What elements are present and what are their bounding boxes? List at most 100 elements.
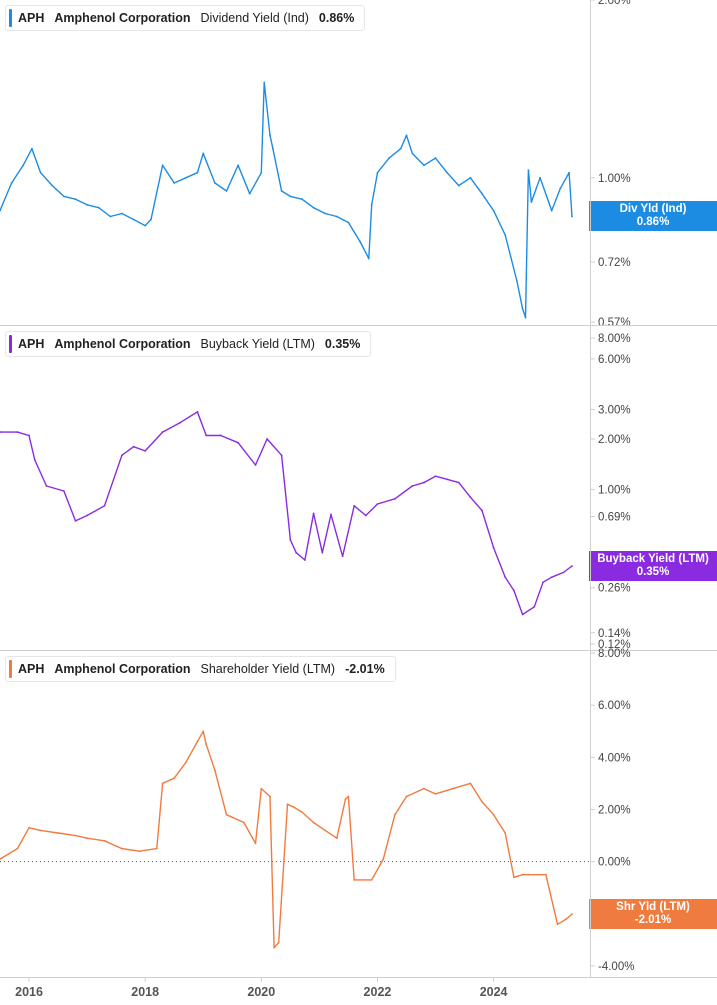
data-point (521, 873, 524, 876)
data-point (492, 546, 495, 549)
data-point (321, 551, 324, 554)
x-axis: 2016 2018 2020 2022 2024 (15, 977, 508, 999)
data-point (457, 481, 460, 484)
legend-buyback-yield[interactable]: APH Amphenol Corporation Buyback Yield (… (5, 331, 372, 357)
data-point (273, 946, 275, 949)
data-point (550, 576, 553, 579)
x-tick-label: 2016 (15, 985, 43, 999)
data-point (347, 795, 350, 798)
data-point (213, 769, 216, 772)
data-point (513, 589, 515, 592)
badge-label: Shr Yld (LTM) (616, 901, 690, 914)
data-point (469, 782, 472, 785)
panel-divider (0, 650, 717, 651)
y-tick-label: 0.72% (598, 257, 631, 269)
data-point (353, 879, 356, 881)
legend-shareholder-yield[interactable]: APH Amphenol Corporation Shareholder Yie… (5, 656, 396, 682)
data-point (254, 842, 257, 845)
y-tick-label: 0.00% (598, 857, 631, 869)
data-point (86, 514, 89, 517)
y-tick-label: 0.26% (598, 583, 631, 595)
y-axis-line (590, 0, 591, 977)
data-point (565, 918, 568, 920)
dividend-yield-chart[interactable]: 2.00%1.00%0.80.72%0.57% (0, 0, 717, 329)
data-point (393, 497, 396, 500)
data-point (28, 434, 30, 437)
legend-metric: Dividend Yield (Ind) (200, 11, 309, 25)
y-tick-label: 2.00% (598, 434, 631, 446)
badge-value: -2.01% (634, 914, 672, 927)
data-point (161, 782, 164, 785)
data-point (196, 411, 199, 413)
y-tick-label: 4.00% (598, 752, 631, 764)
data-point (202, 152, 205, 155)
data-point (353, 504, 356, 507)
data-point (22, 164, 25, 167)
data-point (533, 605, 536, 608)
data-point (411, 485, 414, 487)
legend-value: 0.86% (318, 11, 355, 25)
data-point (301, 198, 303, 201)
legend-metric: Shareholder Yield (LTM) (200, 662, 336, 676)
legend-value: -2.01% (345, 662, 385, 676)
data-point (225, 190, 228, 192)
data-point (423, 481, 425, 484)
data-point (571, 913, 573, 915)
data-point (10, 182, 13, 184)
y-tick-label: 2.00% (598, 805, 631, 817)
data-point (324, 212, 327, 215)
data-point (184, 761, 187, 764)
data-point (254, 464, 257, 466)
data-point (376, 503, 379, 505)
data-point (0, 431, 1, 433)
data-point (446, 478, 449, 481)
shareholder-yield-panel: 8.00%6.00%4.00%2.00%0.00%-2.-4.00% APH A… (0, 648, 717, 976)
data-point (219, 434, 222, 437)
data-point (481, 192, 483, 195)
legend-swatch (9, 335, 12, 353)
data-point (0, 209, 1, 212)
data-point (504, 832, 507, 834)
data-point (481, 509, 483, 512)
data-point (388, 157, 390, 159)
buyback-yield-chart[interactable]: 8.00% 6.00% 3.00% 2.00% 1.00% 0.69% 0.26% 0.14%… (0, 326, 717, 651)
data-point (376, 171, 379, 174)
data-point (62, 490, 65, 492)
y-tick-label: 8.00% (598, 648, 631, 660)
data-point (57, 832, 59, 834)
data-point (504, 234, 507, 236)
panel-divider (0, 325, 717, 326)
badge-label: Buyback Yield (LTM) (597, 553, 709, 565)
data-point (213, 182, 216, 184)
data-point (544, 873, 547, 876)
y-tick-label: 0.69% (598, 512, 631, 524)
data-point (434, 475, 437, 478)
legend-dividend-yield[interactable]: APH Amphenol Corporation Dividend Yield … (5, 5, 366, 31)
data-point (364, 514, 367, 517)
data-point (103, 504, 106, 507)
data-point (0, 858, 1, 860)
data-point (155, 847, 158, 850)
data-point (571, 215, 573, 218)
data-point (446, 171, 449, 174)
x-axis-line (0, 977, 717, 978)
data-point (260, 171, 263, 174)
y-tick-label: 1.00% (598, 173, 631, 185)
data-point (550, 209, 553, 212)
data-point (272, 147, 274, 150)
data-point (556, 923, 559, 926)
data-point (530, 201, 533, 203)
y-tick-label: -4.00% (598, 961, 634, 973)
data-point (312, 206, 315, 209)
data-point (542, 581, 544, 584)
data-point (393, 813, 396, 816)
data-point (51, 184, 54, 187)
data-point (539, 176, 541, 179)
data-point (39, 171, 42, 174)
data-point (434, 157, 437, 159)
data-point (86, 203, 89, 206)
data-point (16, 847, 19, 850)
data-point (452, 787, 454, 790)
legend-swatch (9, 660, 12, 678)
data-point (405, 134, 408, 137)
